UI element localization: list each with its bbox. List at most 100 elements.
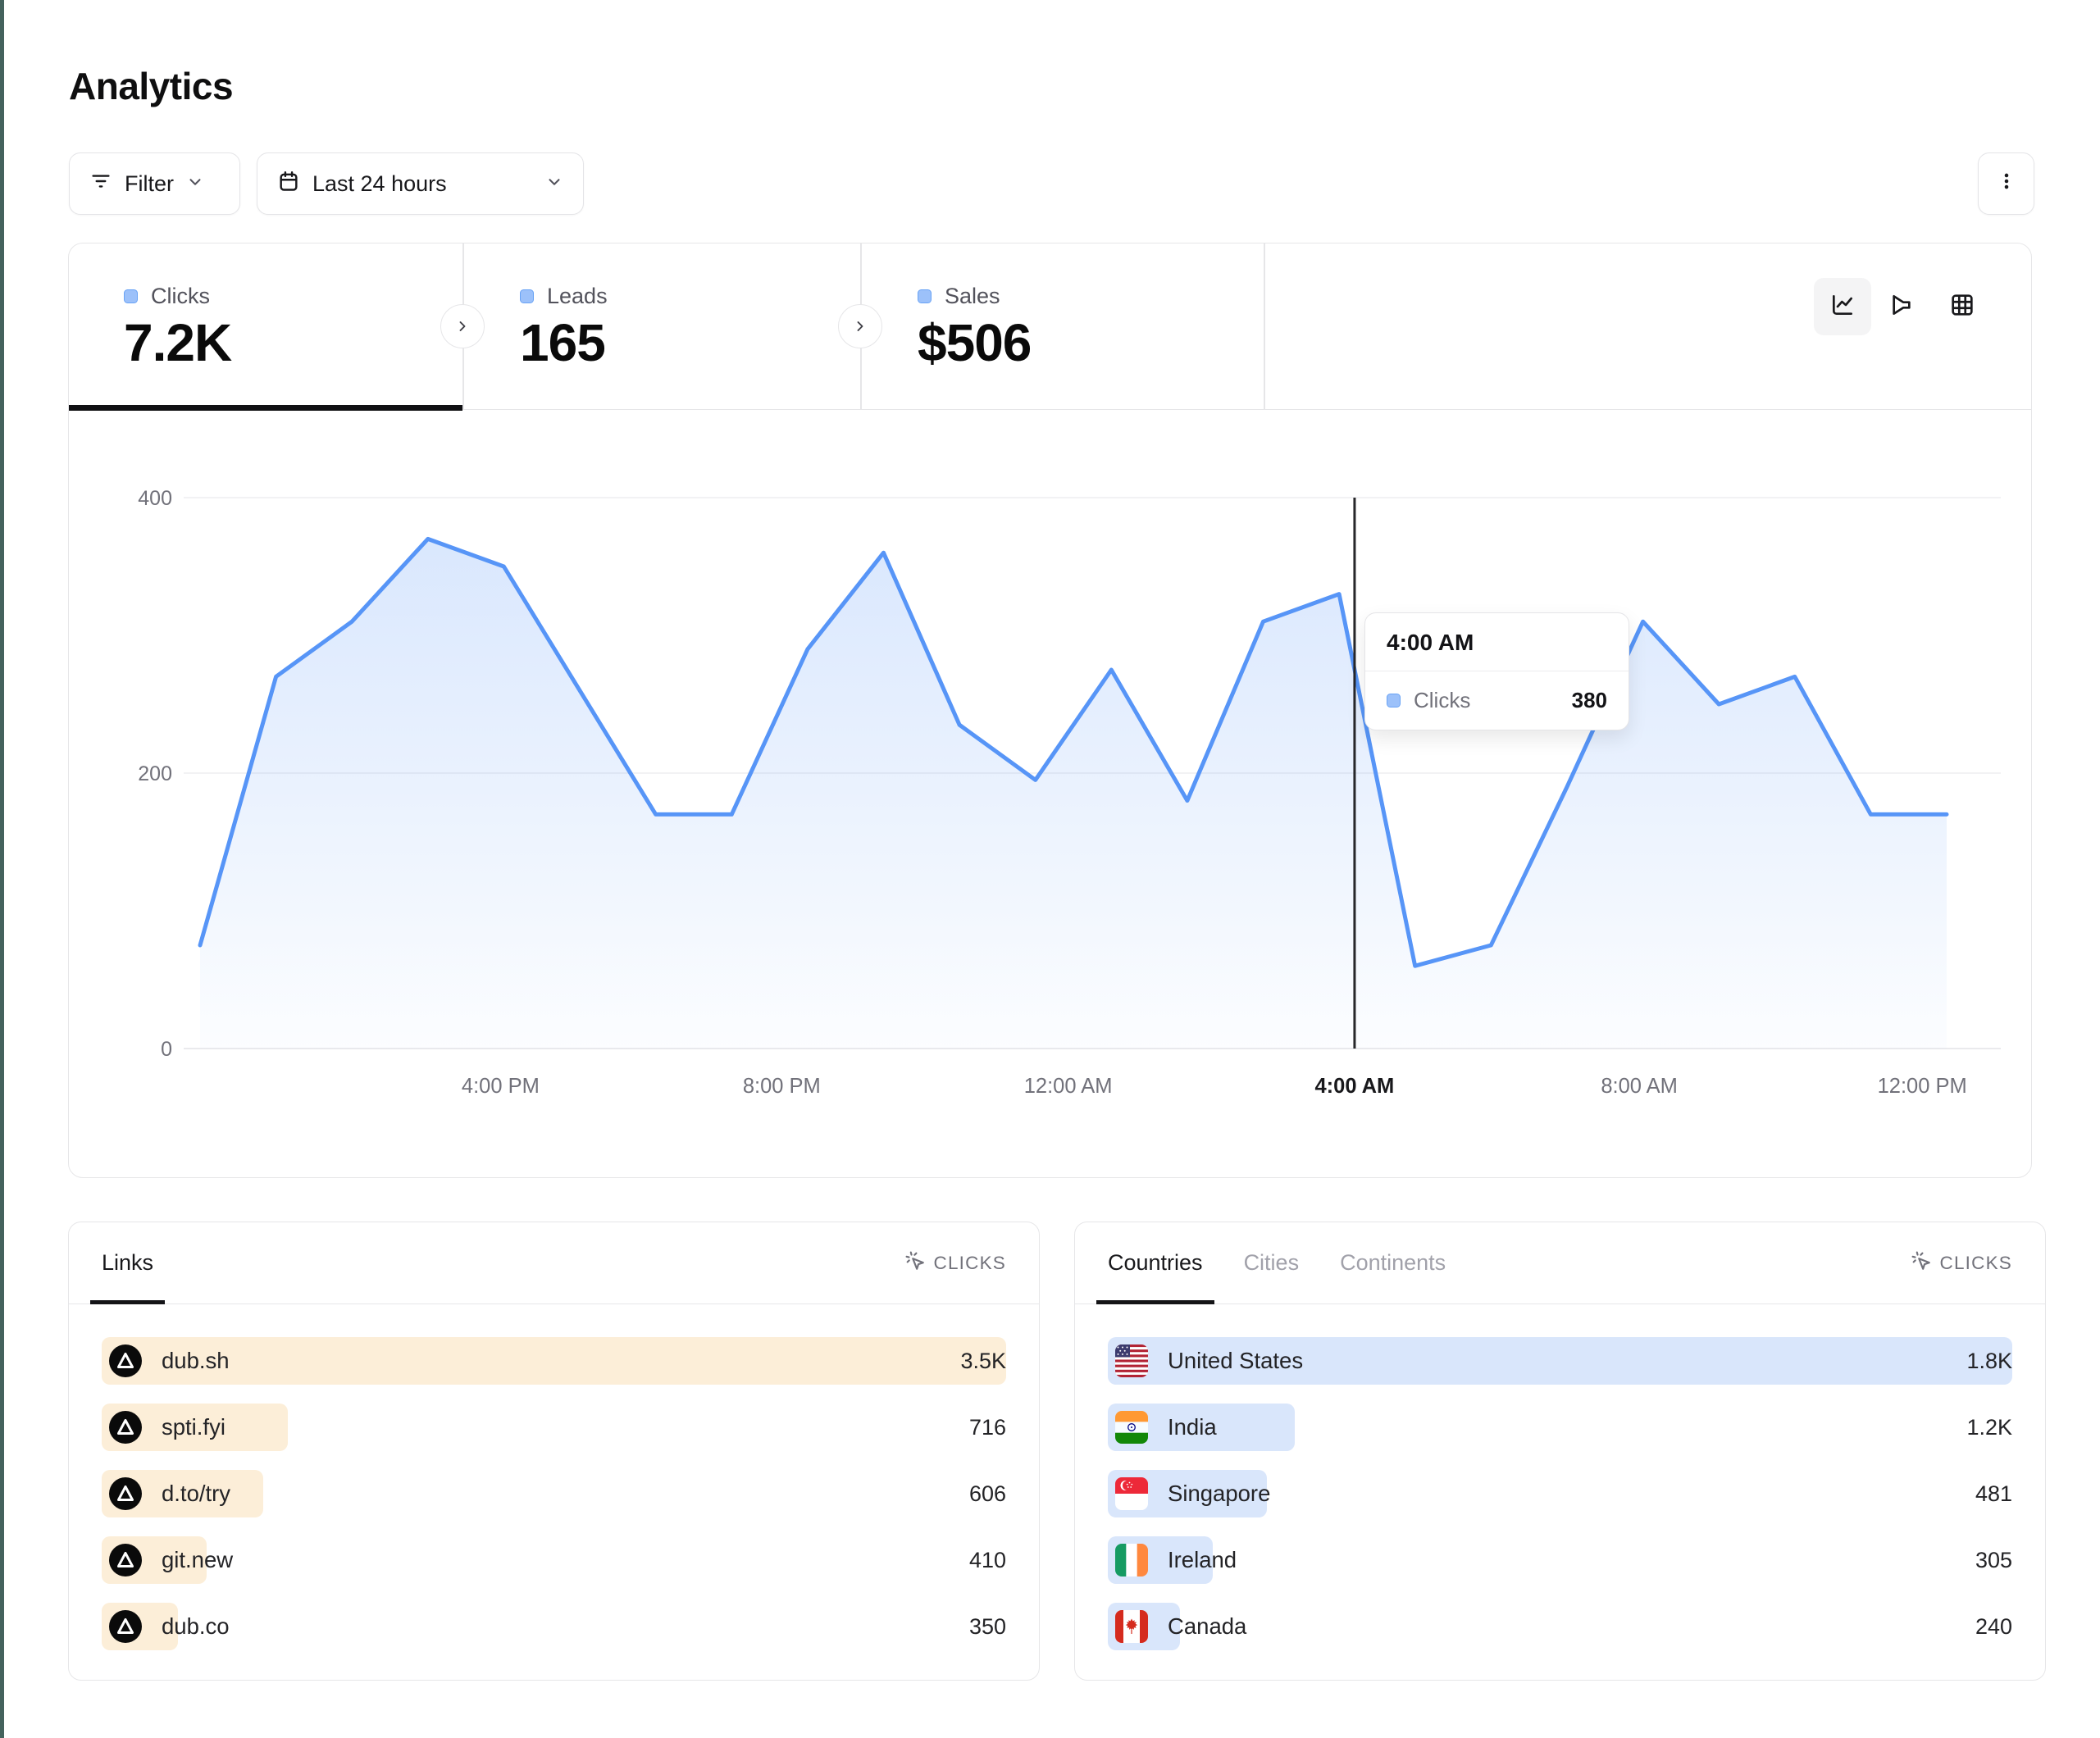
filter-button[interactable]: Filter: [69, 152, 240, 215]
country-name: Ireland: [1168, 1547, 1237, 1572]
link-clicks: 410: [968, 1547, 1006, 1572]
table-grid-icon: [1949, 292, 1975, 322]
dub-logo-icon: [109, 1344, 142, 1377]
country-row[interactable]: Singapore 481: [1108, 1470, 2012, 1517]
tooltip-value: 380: [1571, 688, 1607, 712]
link-row[interactable]: dub.sh 3.5K: [102, 1337, 1006, 1385]
link-name: spti.fyi: [162, 1414, 225, 1440]
page-title: Analytics: [69, 65, 234, 107]
link-bar: [102, 1337, 1006, 1385]
link-name: dub.sh: [162, 1348, 230, 1373]
country-clicks: 1.2K: [1966, 1414, 2012, 1440]
link-row[interactable]: dub.co 350: [102, 1603, 1006, 1650]
countries-panel: Countries Cities Continents CLICKS Unite…: [1074, 1222, 2046, 1681]
country-name: Canada: [1168, 1613, 1247, 1639]
country-clicks: 481: [1975, 1481, 2012, 1506]
tab-countries[interactable]: Countries: [1096, 1222, 1214, 1304]
dub-logo-icon: [109, 1477, 142, 1510]
tab-links[interactable]: Links: [89, 1222, 166, 1304]
tab-continents[interactable]: Continents: [1340, 1222, 1446, 1304]
tab-label: Continents: [1340, 1250, 1446, 1275]
tab-cities[interactable]: Cities: [1244, 1222, 1300, 1304]
step-chevron-button[interactable]: [440, 304, 485, 348]
country-row[interactable]: United States 1.8K: [1108, 1337, 2012, 1385]
table-grid-toggle[interactable]: [1938, 283, 1986, 330]
dub-logo-icon: [109, 1544, 142, 1576]
filter-button-label: Filter: [125, 171, 174, 196]
calendar-icon: [277, 170, 300, 198]
link-clicks: 3.5K: [960, 1348, 1006, 1373]
step-chevron-button[interactable]: [838, 304, 882, 348]
link-name: d.to/try: [162, 1481, 231, 1506]
left-edge-accent: [0, 0, 4, 1738]
svg-text:4:00 AM: 4:00 AM: [1314, 1075, 1394, 1098]
link-clicks: 350: [968, 1613, 1006, 1639]
kebab-menu-icon: [1996, 171, 2017, 198]
country-name: United States: [1168, 1348, 1304, 1373]
mouse-pointer-click-icon: [1911, 1250, 1932, 1276]
active-tab-underline: [69, 405, 462, 411]
canada-flag-icon: [1115, 1610, 1148, 1643]
country-clicks: 305: [1975, 1547, 2012, 1572]
country-clicks: 240: [1975, 1613, 2012, 1639]
svg-text:200: 200: [138, 762, 172, 785]
link-row[interactable]: git.new 410: [102, 1536, 1006, 1584]
svg-text:12:00 PM: 12:00 PM: [1878, 1075, 1967, 1098]
country-row[interactable]: Canada 240: [1108, 1603, 2012, 1650]
us-flag-icon: [1115, 1344, 1148, 1377]
links-metric-selector[interactable]: CLICKS: [904, 1250, 1006, 1276]
stat-label: Clicks: [151, 284, 210, 308]
funnel-chart-toggle[interactable]: [1878, 283, 1925, 330]
sales-legend-square-icon: [918, 289, 932, 303]
svg-text:0: 0: [161, 1038, 172, 1061]
country-row[interactable]: Ireland 305: [1108, 1536, 2012, 1584]
tooltip-series-label: Clicks: [1414, 688, 1471, 712]
stat-label: Leads: [547, 284, 608, 308]
country-clicks: 1.8K: [1966, 1348, 2012, 1373]
more-menu-button[interactable]: [1978, 152, 2034, 215]
line-chart-icon: [1829, 292, 1856, 322]
stat-label: Sales: [945, 284, 1000, 308]
link-row[interactable]: d.to/try 606: [102, 1470, 1006, 1517]
countries-metric-selector[interactable]: CLICKS: [1911, 1250, 2012, 1276]
clicks-legend-square-icon: [1387, 694, 1401, 707]
mouse-pointer-click-icon: [904, 1250, 926, 1276]
tab-label: Links: [102, 1250, 154, 1275]
link-clicks: 606: [968, 1481, 1006, 1506]
leads-legend-square-icon: [520, 289, 534, 303]
ireland-flag-icon: [1115, 1544, 1148, 1576]
tooltip-time: 4:00 AM: [1365, 613, 1629, 671]
metric-tabs: Clicks 7.2K Leads 165 Sales $506: [69, 243, 2031, 411]
svg-text:4:00 PM: 4:00 PM: [462, 1075, 540, 1098]
link-row[interactable]: spti.fyi 716: [102, 1404, 1006, 1451]
area-chart[interactable]: 0 200 400 4:00 PM 8:00 PM 12:00 AM 4:00 AM 8:00…: [69, 411, 2033, 1178]
svg-text:8:00 AM: 8:00 AM: [1601, 1075, 1678, 1098]
date-range-label: Last 24 hours: [312, 171, 447, 196]
chart-tooltip: 4:00 AM Clicks 380: [1364, 612, 1629, 730]
filter-lines-icon: [89, 170, 112, 198]
analytics-card: Clicks 7.2K Leads 165 Sales $506: [68, 243, 2032, 1178]
singapore-flag-icon: [1115, 1477, 1148, 1510]
tab-clicks[interactable]: Clicks 7.2K: [69, 243, 462, 410]
tab-label: Countries: [1108, 1250, 1203, 1275]
clicks-legend-square-icon: [124, 289, 138, 303]
dub-logo-icon: [109, 1610, 142, 1643]
chevron-down-icon: [186, 171, 204, 197]
india-flag-icon: [1115, 1411, 1148, 1444]
metric-label: CLICKS: [1939, 1252, 2012, 1273]
link-name: dub.co: [162, 1613, 230, 1639]
svg-text:400: 400: [138, 487, 172, 510]
dub-logo-icon: [109, 1411, 142, 1444]
country-row[interactable]: India 1.2K: [1108, 1404, 2012, 1451]
links-panel: Links CLICKS dub.sh 3.5K spti.fyi: [68, 1222, 1040, 1681]
date-range-button[interactable]: Last 24 hours: [257, 152, 584, 215]
tab-leads[interactable]: Leads 165: [464, 243, 860, 410]
tab-sales[interactable]: Sales $506: [862, 243, 1264, 410]
leads-value: 165: [520, 313, 606, 372]
funnel-chart-icon: [1888, 292, 1915, 322]
clicks-time-series-chart[interactable]: 0 200 400 4:00 PM 8:00 PM 12:00 AM 4:00 AM 8:00…: [69, 411, 2033, 1178]
line-chart-toggle[interactable]: [1814, 278, 1871, 335]
link-clicks: 716: [968, 1414, 1006, 1440]
divider: [1264, 243, 1265, 410]
metric-label: CLICKS: [933, 1252, 1006, 1273]
